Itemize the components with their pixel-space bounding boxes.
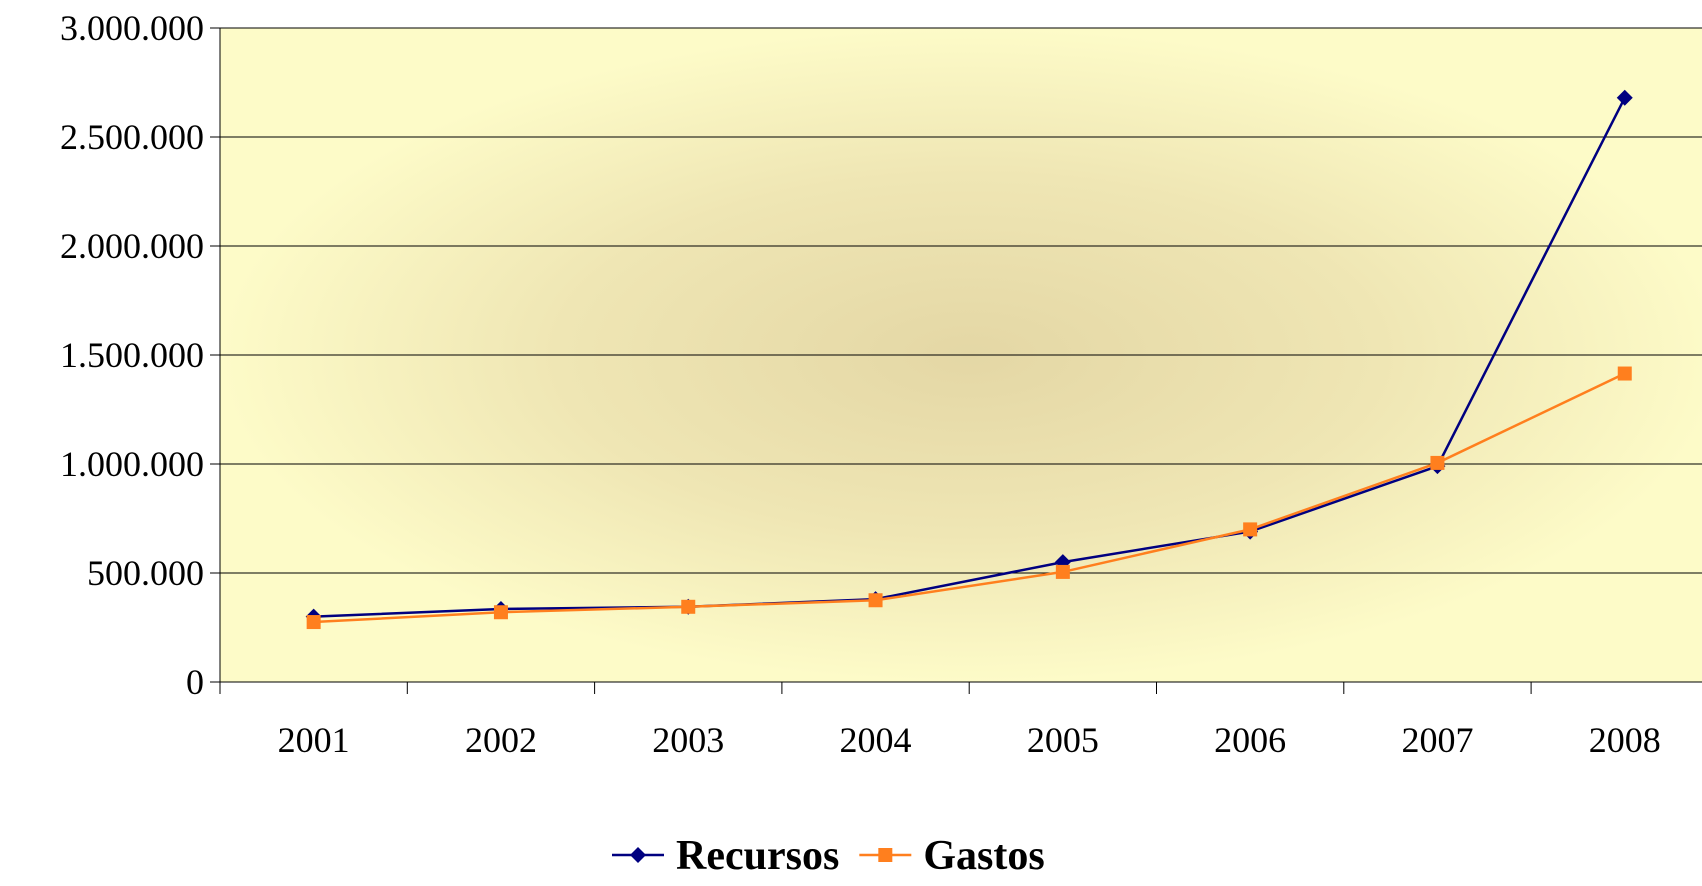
legend-label: Recursos [676, 833, 839, 879]
marker [1617, 366, 1632, 381]
marker [1616, 89, 1633, 106]
y-tick-label: 2.500.000 [60, 117, 204, 157]
x-tick-label: 2003 [652, 720, 724, 760]
y-tick-label: 1.500.000 [60, 335, 204, 375]
marker [306, 615, 321, 630]
x-tick-label: 2002 [465, 720, 537, 760]
marker [1430, 455, 1445, 470]
y-tick-label: 1.000.000 [60, 444, 204, 484]
legend-label: Gastos [923, 833, 1044, 879]
x-tick-label: 2008 [1589, 720, 1661, 760]
y-tick-label: 0 [186, 662, 204, 702]
y-tick-label: 500.000 [87, 553, 204, 593]
series-line [313, 97, 1626, 618]
series-line [313, 372, 1626, 624]
marker [878, 848, 893, 862]
y-tick-label: 2.000.000 [60, 226, 204, 266]
marker [681, 599, 696, 614]
marker [1055, 564, 1070, 579]
x-tick-label: 2001 [278, 720, 350, 760]
x-tick-label: 2007 [1401, 720, 1473, 760]
x-tick-label: 2005 [1027, 720, 1099, 760]
marker [1243, 522, 1258, 537]
marker [493, 605, 508, 620]
x-tick-label: 2004 [840, 720, 912, 760]
x-tick-label: 2006 [1214, 720, 1286, 760]
marker [630, 847, 646, 863]
y-tick-label: 3.000.000 [60, 8, 204, 48]
marker [868, 593, 883, 608]
